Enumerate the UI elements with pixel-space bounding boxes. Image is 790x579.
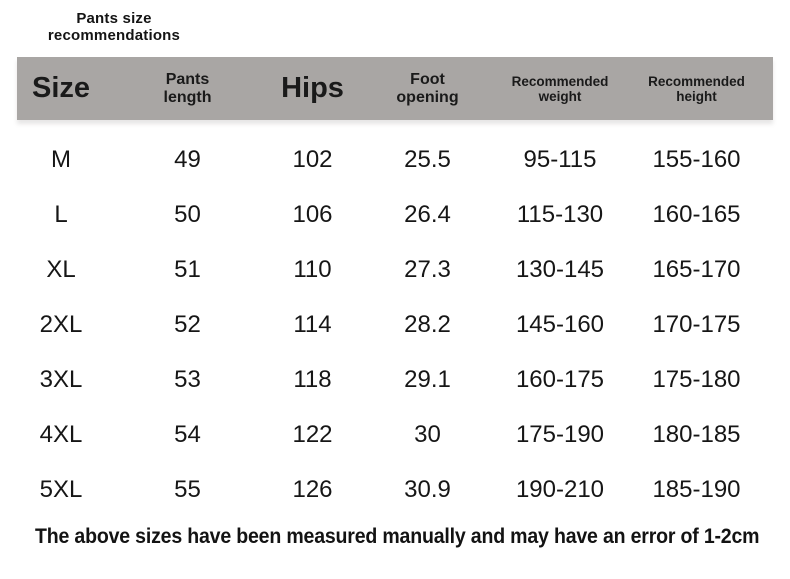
hips-cell: 110 xyxy=(293,255,332,283)
foot-opening-cell: 25.5 xyxy=(404,145,451,173)
size-cell: 2XL xyxy=(39,310,83,338)
size-cell: L xyxy=(54,200,68,228)
recommended-height-cell: 160-165 xyxy=(652,200,741,228)
recommended-weight-cell: 190-210 xyxy=(515,475,605,503)
table-row-2xl: 2XL 52 114 28.2 145-160 170-175 xyxy=(17,297,773,352)
pants-length-cell: 54 xyxy=(174,420,201,448)
table-row-xl: XL 51 110 27.3 130-145 165-170 xyxy=(17,242,773,297)
foot-opening-cell: 30 xyxy=(414,420,441,448)
hips-cell: 118 xyxy=(293,365,332,393)
header-label-line: Recommended xyxy=(511,73,609,89)
header-label-line: opening xyxy=(396,88,459,106)
size-cell: XL xyxy=(46,255,76,283)
recommended-height-cell: 165-170 xyxy=(652,255,741,283)
foot-opening-cell: 26.4 xyxy=(404,200,451,228)
size-cell: 5XL xyxy=(39,475,83,503)
pants-length-cell: 55 xyxy=(174,475,201,503)
foot-opening-cell: 27.3 xyxy=(404,255,451,283)
header-label-line: height xyxy=(676,88,717,104)
recommended-weight-cell: 160-175 xyxy=(515,365,605,393)
table-row-l: L 50 106 26.4 115-130 160-165 xyxy=(17,187,773,242)
header-cell-pants-length: Pants length xyxy=(105,57,270,120)
foot-opening-cell: 30.9 xyxy=(404,475,451,503)
header-label-line: Foot xyxy=(410,70,445,88)
header-label: Size xyxy=(31,72,91,104)
recommended-weight-cell: 95-115 xyxy=(523,145,597,173)
header-cell-foot-opening: Foot opening xyxy=(355,57,500,120)
hips-cell: 102 xyxy=(292,145,333,173)
table-body: M 49 102 25.5 95-115 155-160 L 50 106 26… xyxy=(17,120,773,517)
header-label: Hips xyxy=(281,72,344,104)
size-cell: M xyxy=(51,145,71,173)
header-cell-recommended-weight: Recommended weight xyxy=(500,57,620,120)
hips-cell: 106 xyxy=(292,200,333,228)
recommended-height-cell: 185-190 xyxy=(652,475,741,503)
header-label-line: weight xyxy=(538,88,582,104)
size-chart-title: Pants size recommendations xyxy=(33,10,195,44)
size-chart-title-line2: recommendations xyxy=(47,27,181,44)
disclaimer-note: The above sizes have been measured manua… xyxy=(35,525,760,548)
hips-cell: 126 xyxy=(292,475,333,503)
header-cell-recommended-height: Recommended height xyxy=(620,57,773,120)
recommended-weight-cell: 175-190 xyxy=(515,420,605,448)
size-cell: 4XL xyxy=(39,420,83,448)
header-cell-hips: Hips xyxy=(270,57,355,120)
pants-length-cell: 51 xyxy=(174,255,201,283)
hips-cell: 114 xyxy=(293,310,332,338)
table-header-row: Size Pants length Hips Foot opening Reco… xyxy=(17,57,773,120)
recommended-height-cell: 170-175 xyxy=(652,310,741,338)
recommended-weight-cell: 145-160 xyxy=(515,310,605,338)
header-label-line: length xyxy=(163,88,212,106)
size-table: Size Pants length Hips Foot opening Reco… xyxy=(17,57,773,517)
header-cell-size: Size xyxy=(17,57,105,120)
table-row-m: M 49 102 25.5 95-115 155-160 xyxy=(17,132,773,187)
foot-opening-cell: 29.1 xyxy=(404,365,451,393)
pants-length-cell: 50 xyxy=(174,200,201,228)
header-label-line: Pants xyxy=(165,70,210,88)
size-cell: 3XL xyxy=(39,365,83,393)
header-label-line: Recommended xyxy=(648,73,745,89)
pants-length-cell: 49 xyxy=(174,145,201,173)
foot-opening-cell: 28.2 xyxy=(404,310,451,338)
table-row-4xl: 4XL 54 122 30 175-190 180-185 xyxy=(17,407,773,462)
pants-length-cell: 53 xyxy=(174,365,201,393)
hips-cell: 122 xyxy=(292,420,333,448)
recommended-height-cell: 180-185 xyxy=(652,420,741,448)
pants-length-cell: 52 xyxy=(174,310,201,338)
table-row-3xl: 3XL 53 118 29.1 160-175 175-180 xyxy=(17,352,773,407)
recommended-weight-cell: 130-145 xyxy=(515,255,605,283)
recommended-weight-cell: 115-130 xyxy=(516,200,604,228)
recommended-height-cell: 175-180 xyxy=(652,365,741,393)
table-row-5xl: 5XL 55 126 30.9 190-210 185-190 xyxy=(17,462,773,517)
recommended-height-cell: 155-160 xyxy=(652,145,741,173)
size-chart-title-line1: Pants size xyxy=(76,10,152,27)
